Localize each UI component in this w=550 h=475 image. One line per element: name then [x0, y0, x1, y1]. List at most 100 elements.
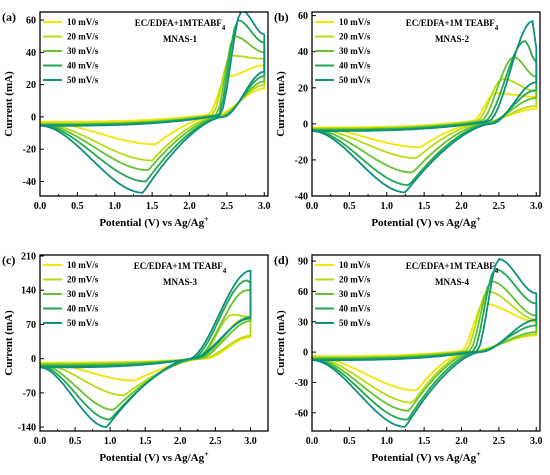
x-tick-label: 2.5 [209, 436, 222, 447]
y-tick-label: 40 [26, 48, 36, 59]
y-axis-label: Current (mA) [3, 71, 15, 137]
plot-frame [39, 254, 269, 432]
y-tick-label: -20 [295, 155, 308, 166]
x-tick-label: 0.0 [34, 201, 47, 212]
x-tick-label: 2.5 [221, 201, 234, 212]
legend-label: 40 mV/s [67, 61, 99, 71]
x-tick-label: 1.0 [104, 436, 117, 447]
y-axis-label: Current (mA) [275, 71, 287, 137]
panel-subtitle: MNAS-1 [163, 34, 197, 44]
y-tick-label: 0 [303, 348, 308, 359]
y-tick-label: -140 [18, 423, 36, 434]
series-line-4 [40, 279, 252, 421]
panel-letter: (a) [2, 10, 16, 24]
panel-letter: (d) [274, 253, 289, 267]
x-tick-label: 0.5 [69, 436, 82, 447]
x-tick-label: 0.5 [343, 201, 356, 212]
x-tick-label: 2.5 [493, 436, 506, 447]
series-line-4 [40, 19, 266, 183]
x-axis-label: Potential (V) vs Ag/Ag+ [371, 450, 481, 465]
x-tick-label: 1.0 [381, 201, 394, 212]
plot-frame [311, 254, 541, 432]
series-line-5 [312, 258, 538, 428]
y-tick-label: 40 [298, 47, 308, 58]
series-line-4 [312, 268, 538, 421]
legend-label: 10 mV/s [339, 17, 371, 27]
y-axis-label: Current (mA) [275, 310, 287, 376]
plot-frame [311, 11, 541, 197]
panel-subtitle: MNAS-4 [435, 277, 469, 287]
series-line-5 [312, 20, 538, 194]
x-tick-label: 3.0 [530, 201, 543, 212]
legend-label: 30 mV/s [339, 289, 371, 299]
x-tick-label: 0.0 [306, 436, 319, 447]
x-tick-label: 2.0 [183, 201, 196, 212]
x-tick-label: 0.5 [343, 436, 356, 447]
x-tick-label: 2.0 [455, 436, 468, 447]
x-tick-label: 0.0 [34, 436, 47, 447]
x-tick-label: 1.0 [381, 436, 394, 447]
panel-a: 0.0 0.5 1.0 1.5 2.0 2.5 3.0 -40 -20 0 20 40 60 Potent… [2, 10, 271, 229]
panel-letter: (c) [2, 253, 15, 267]
x-tick-label: 2.0 [174, 436, 187, 447]
x-tick-label: 1.0 [109, 201, 122, 212]
legend-label: 10 mV/s [67, 260, 99, 270]
series-line-1 [312, 92, 538, 149]
legend-label: 10 mV/s [67, 17, 99, 27]
panel-title: EC/EDFA+1M TEABF4 [134, 261, 227, 275]
y-tick-label: -60 [295, 408, 308, 419]
x-axis-label: Potential (V) vs Ag/Ag+ [99, 450, 209, 465]
panel-c: 0.0 0.5 1.0 1.5 2.0 2.5 3.0 -140 -70 0 70 140 210 Pot… [2, 251, 269, 465]
y-tick-label: 60 [26, 16, 36, 27]
y-tick-label: 0 [31, 112, 36, 123]
x-tick-label: 3.0 [258, 201, 271, 212]
legend-label: 30 mV/s [339, 46, 371, 56]
plot-frame [39, 11, 269, 197]
x-tick-label: 1.5 [418, 201, 431, 212]
panel-title: EC/EDFA+1M TEABF4 [406, 18, 499, 32]
legend-label: 50 mV/s [339, 75, 371, 85]
legend-label: 40 mV/s [339, 304, 371, 314]
panel-letter: (b) [274, 10, 289, 24]
x-tick-label: 1.5 [418, 436, 431, 447]
x-tick-label: 2.0 [455, 201, 468, 212]
legend-label: 30 mV/s [67, 46, 99, 56]
legend-label: 20 mV/s [339, 275, 371, 285]
x-tick-label: 1.5 [146, 201, 159, 212]
x-axis-label: Potential (V) vs Ag/Ag+ [371, 215, 481, 230]
series-line-5 [40, 12, 266, 194]
y-tick-label: -40 [295, 192, 308, 203]
y-tick-label: 20 [26, 80, 36, 91]
y-tick-label: -20 [23, 145, 36, 156]
x-axis-label: Potential (V) vs Ag/Ag+ [99, 215, 209, 230]
y-tick-label: -70 [23, 388, 36, 399]
y-tick-label: 70 [26, 320, 36, 331]
legend-label: 30 mV/s [67, 289, 99, 299]
y-tick-label: 0 [31, 354, 36, 365]
legend-label: 20 mV/s [339, 32, 371, 42]
series-line-3 [40, 289, 252, 411]
legend-label: 40 mV/s [339, 61, 371, 71]
x-tick-label: 3.0 [530, 436, 543, 447]
legend-label: 50 mV/s [67, 318, 99, 328]
series-line-1 [40, 64, 266, 146]
x-tick-label: 3.0 [244, 436, 257, 447]
legend-label: 20 mV/s [67, 275, 99, 285]
panel-subtitle: MNAS-2 [435, 34, 469, 44]
series-line-3 [312, 280, 538, 412]
y-tick-label: 30 [298, 317, 308, 328]
series-line-5 [40, 269, 252, 428]
y-tick-label: 60 [298, 287, 308, 298]
legend-label: 20 mV/s [67, 32, 99, 42]
legend-label: 10 mV/s [339, 260, 371, 270]
y-tick-label: 210 [21, 251, 36, 262]
y-tick-label: 90 [298, 257, 308, 268]
y-tick-label: 140 [21, 286, 36, 297]
panel-b: 0.0 0.5 1.0 1.5 2.0 2.5 3.0 -40 -20 0 20 40 60 Potent… [274, 10, 543, 229]
panel-title: EC/EDFA+1M TEABF4 [406, 261, 499, 275]
y-tick-label: 60 [298, 11, 308, 22]
x-tick-label: 1.5 [139, 436, 152, 447]
panel-title: EC/EDFA+1MTEABF4 [135, 18, 226, 32]
y-tick-label: 0 [303, 119, 308, 130]
